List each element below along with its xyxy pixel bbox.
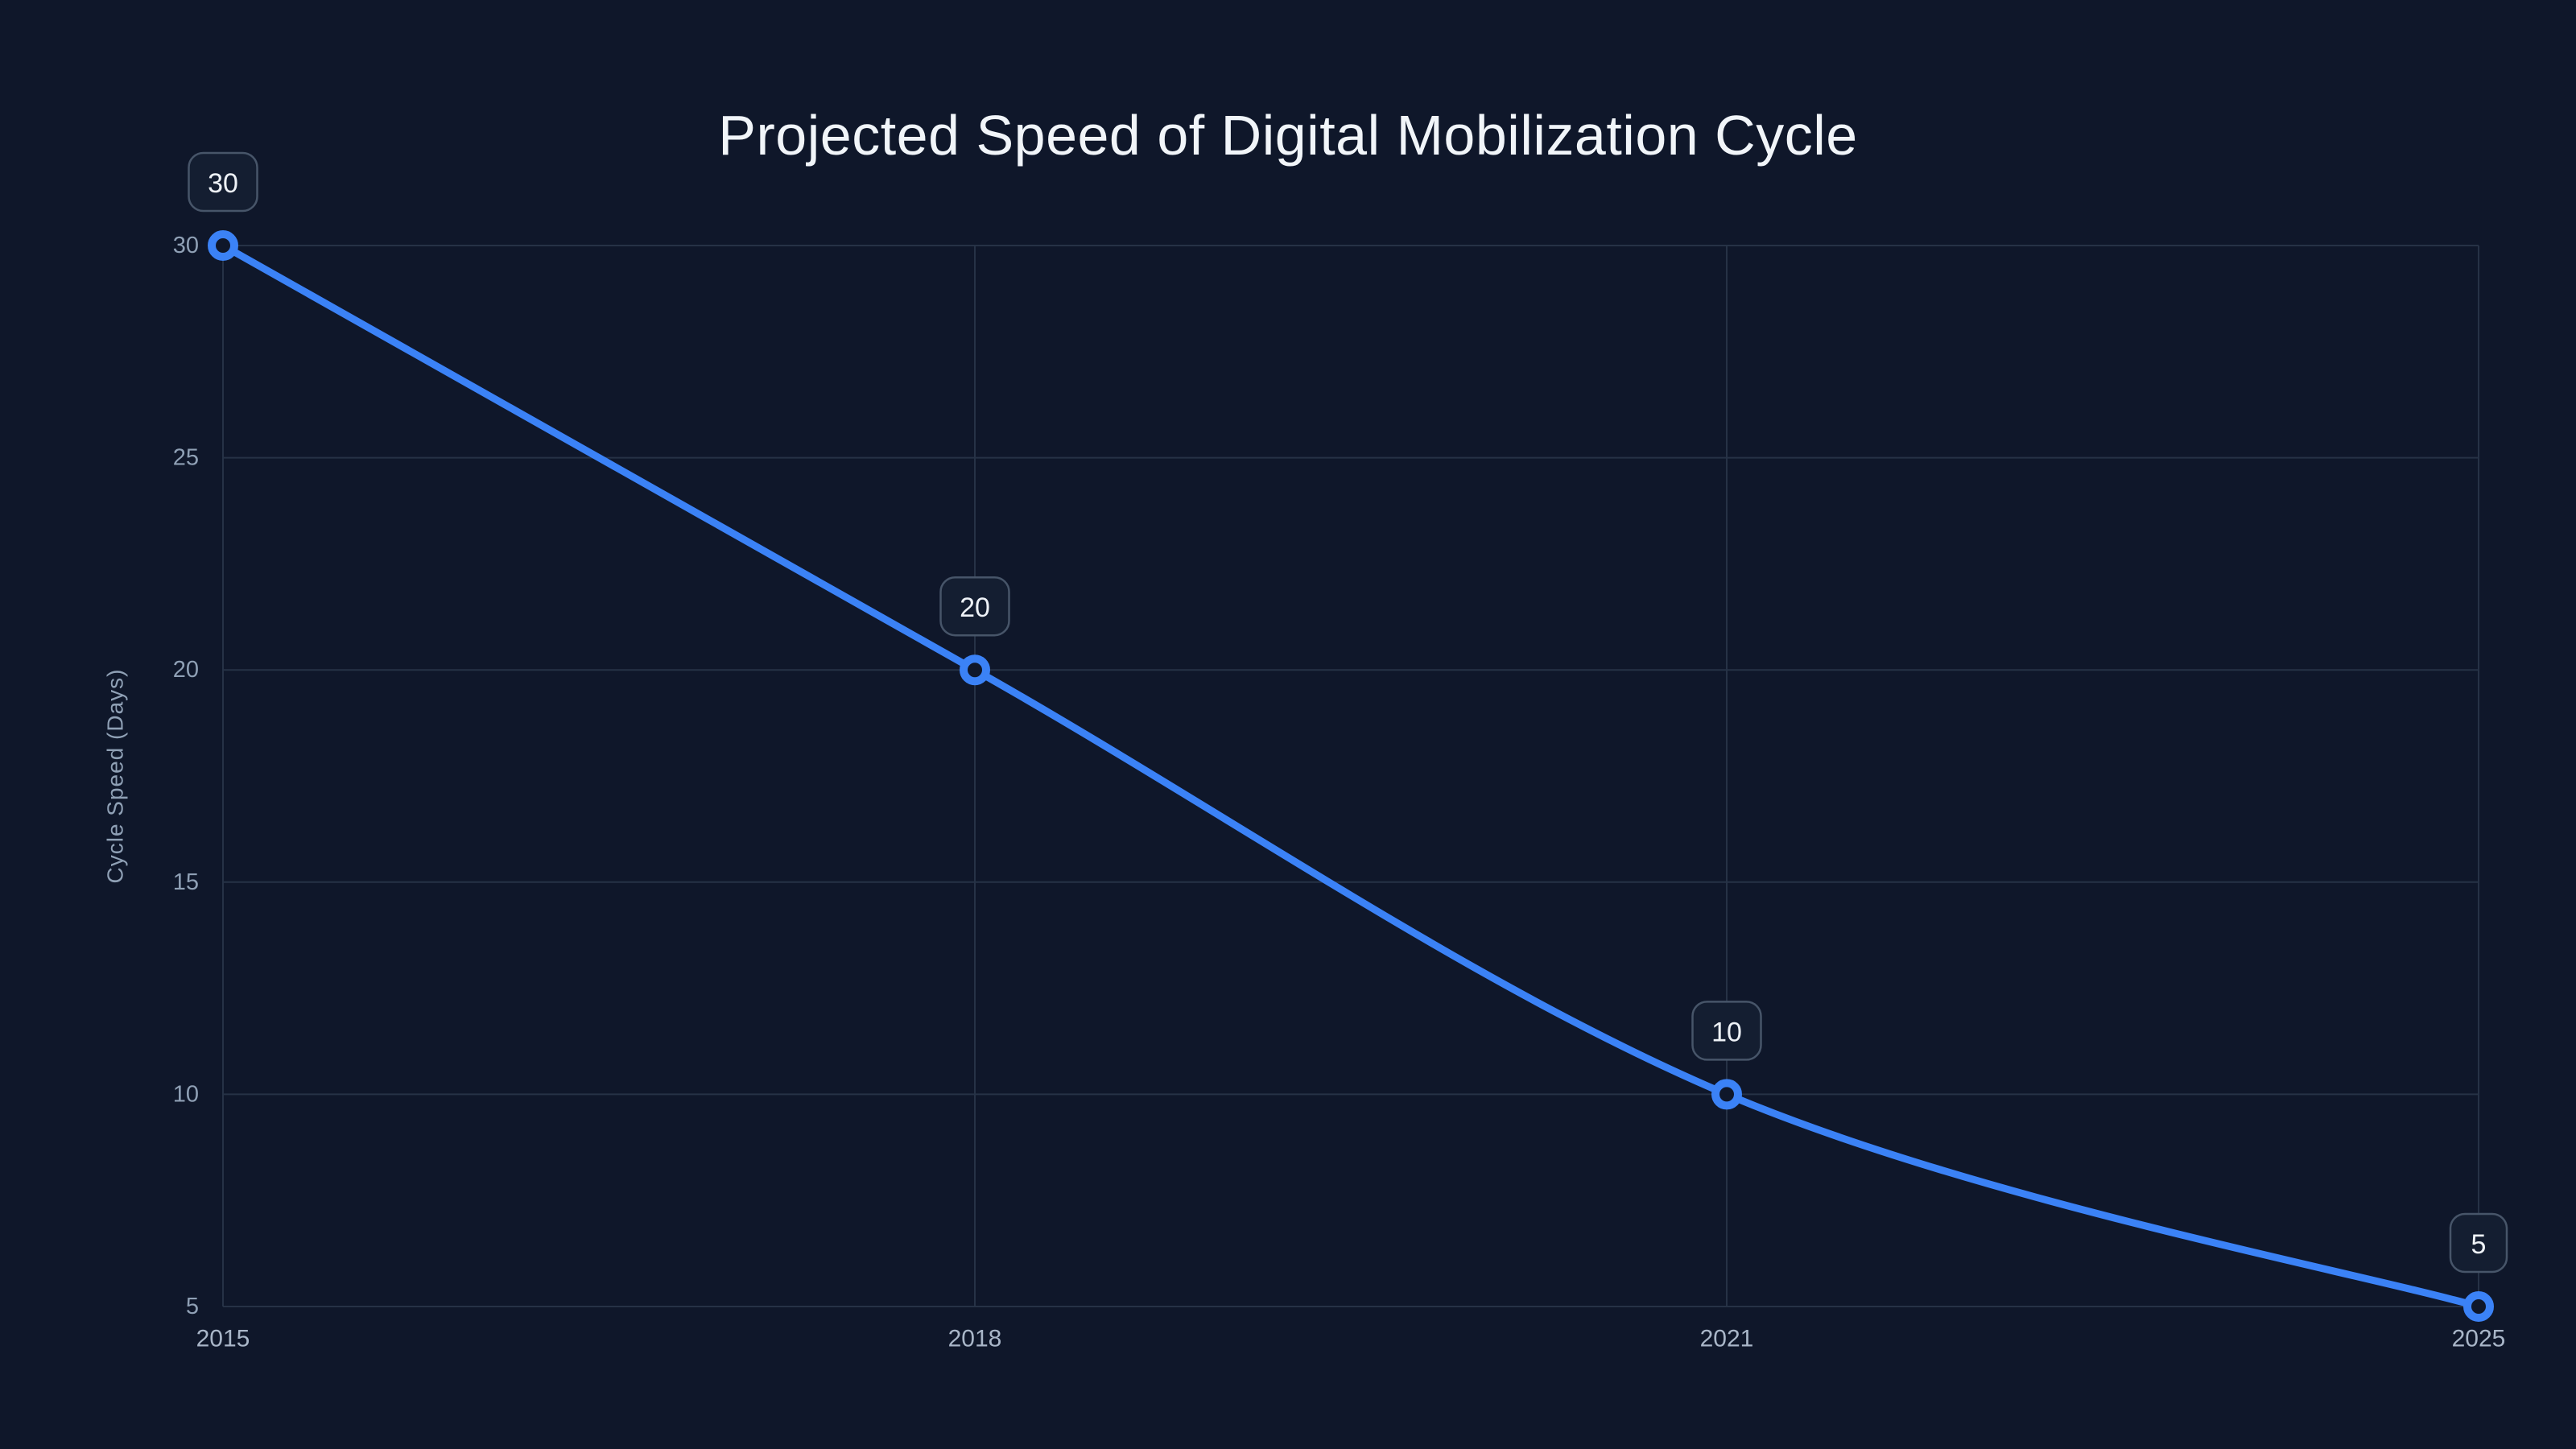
y-axis-tick-label: 20 — [173, 657, 199, 683]
x-axis-tick-label: 2015 — [196, 1326, 250, 1352]
x-axis-tick-label: 2018 — [948, 1326, 1002, 1352]
data-point-label: 5 — [2471, 1229, 2487, 1260]
data-point-label-badge — [939, 576, 1010, 637]
y-axis-tick-label: 5 — [186, 1294, 199, 1319]
data-point-label: 20 — [960, 592, 990, 623]
data-point-label: 10 — [1711, 1017, 1742, 1047]
chart-title: Projected Speed of Digital Mobilization … — [718, 104, 1858, 167]
y-axis-tick-label: 10 — [173, 1081, 199, 1107]
y-axis-tick-label: 15 — [173, 869, 199, 895]
y-axis-tick-label: 25 — [173, 445, 199, 471]
data-point-label-badge — [188, 151, 258, 213]
data-point[interactable] — [208, 230, 238, 261]
data-point-label: 30 — [208, 168, 238, 199]
x-axis-tick-label: 2025 — [2452, 1326, 2506, 1352]
line-series — [219, 242, 2483, 1311]
data-point[interactable] — [2463, 1291, 2494, 1322]
data-point[interactable] — [1711, 1079, 1742, 1110]
y-axis-tick-label: 30 — [173, 233, 199, 258]
x-axis-tick-label: 2021 — [1700, 1326, 1754, 1352]
data-point-label-badge — [1691, 1001, 1762, 1061]
data-point[interactable] — [960, 654, 990, 686]
data-point-label-badge — [2449, 1212, 2508, 1274]
y-axis-title: Cycle Speed (Days) — [103, 669, 128, 884]
